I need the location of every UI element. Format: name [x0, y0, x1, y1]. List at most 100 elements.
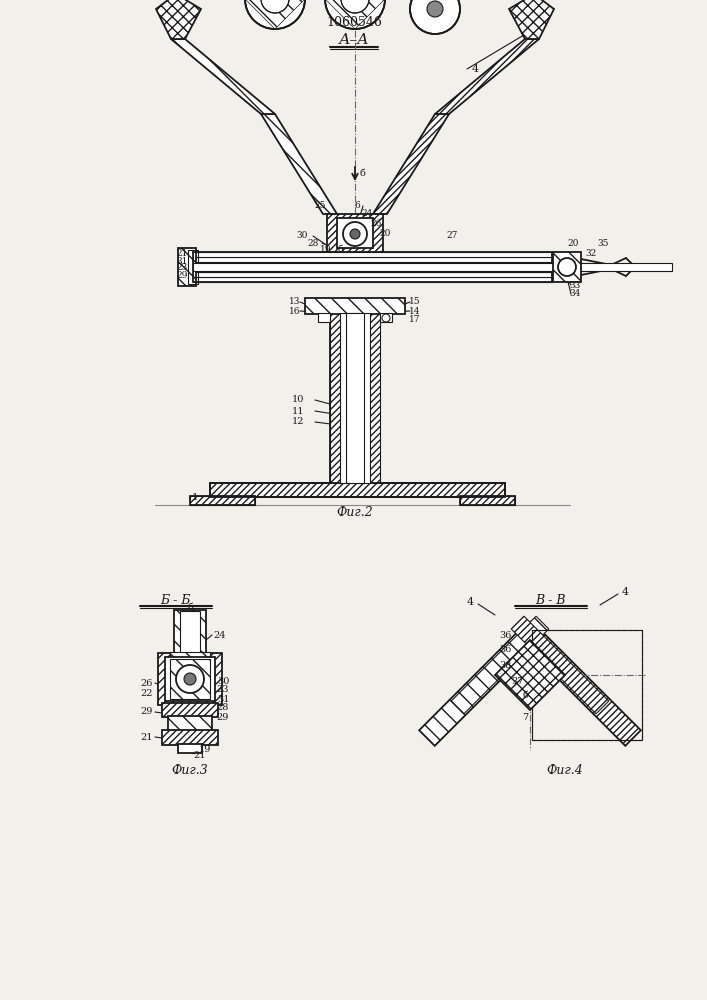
Text: 20: 20 [380, 230, 391, 238]
Text: б: б [522, 690, 528, 700]
Polygon shape [245, 0, 305, 29]
Bar [368, 313, 380, 483]
Circle shape [343, 222, 367, 246]
Bar [318, 313, 330, 322]
Circle shape [245, 0, 305, 29]
Bar [193, 277, 552, 282]
Polygon shape [220, 483, 330, 496]
Text: 19: 19 [199, 744, 211, 754]
Text: 13: 13 [289, 298, 300, 306]
Bar [340, 313, 370, 483]
Text: 29: 29 [217, 712, 229, 722]
Text: 26: 26 [370, 220, 382, 229]
Text: 15: 15 [409, 298, 421, 306]
Circle shape [184, 673, 196, 685]
Polygon shape [156, 0, 201, 39]
Circle shape [382, 314, 390, 322]
Bar [165, 657, 215, 701]
Text: 19: 19 [320, 244, 332, 253]
Polygon shape [435, 39, 539, 114]
Text: 12: 12 [292, 418, 304, 426]
Text: 10: 10 [292, 395, 304, 404]
Text: 4: 4 [472, 64, 479, 74]
Bar [193, 252, 552, 257]
Bar [190, 496, 255, 505]
Bar [210, 483, 505, 497]
Polygon shape [511, 616, 609, 714]
Polygon shape [519, 624, 641, 746]
Bar [190, 496, 255, 505]
Text: В - В: В - В [534, 593, 566, 606]
Bar [193, 257, 552, 262]
Bar [180, 611, 200, 653]
Text: 11: 11 [292, 406, 304, 416]
Text: 28: 28 [308, 238, 319, 247]
Text: Фиг.3: Фиг.3 [172, 764, 209, 776]
Text: Б - Б: Б - Б [160, 593, 190, 606]
Bar [178, 248, 196, 286]
Bar [178, 744, 202, 753]
Circle shape [558, 258, 576, 276]
Text: 7: 7 [522, 714, 528, 722]
Polygon shape [451, 616, 549, 714]
Bar [330, 313, 342, 483]
Text: 23: 23 [176, 263, 187, 272]
Circle shape [341, 0, 369, 13]
Polygon shape [495, 640, 565, 710]
Bar [346, 313, 364, 483]
Text: 33: 33 [569, 280, 580, 290]
Text: 31: 31 [176, 256, 187, 265]
Text: 32: 32 [585, 248, 597, 257]
Bar [174, 610, 206, 655]
Text: 4: 4 [467, 597, 474, 607]
Polygon shape [380, 483, 495, 496]
Text: 25: 25 [314, 202, 326, 211]
Text: б: б [337, 244, 343, 253]
Bar [532, 630, 642, 740]
Circle shape [176, 665, 204, 693]
Circle shape [427, 1, 443, 17]
Text: Фиг.2: Фиг.2 [337, 506, 373, 520]
Bar [158, 653, 222, 705]
Bar [162, 730, 218, 745]
Text: 31: 31 [217, 694, 229, 704]
Bar [193, 262, 552, 267]
Text: 6: 6 [354, 202, 360, 211]
Text: 24: 24 [214, 631, 226, 640]
Bar [168, 716, 212, 731]
Bar [337, 218, 373, 248]
Text: Фиг.4: Фиг.4 [547, 764, 583, 776]
Text: 35: 35 [597, 239, 609, 248]
Text: 21: 21 [141, 732, 153, 742]
Text: 26: 26 [141, 678, 153, 688]
Circle shape [410, 0, 460, 34]
Text: 23: 23 [217, 686, 229, 694]
Text: 22: 22 [141, 688, 153, 698]
Text: 29: 29 [141, 708, 153, 716]
Bar [193, 263, 672, 271]
Bar [380, 313, 392, 322]
Text: 21: 21 [194, 752, 206, 760]
Text: 1060546: 1060546 [326, 15, 382, 28]
Polygon shape [171, 39, 275, 114]
Bar [460, 496, 515, 505]
Text: 21: 21 [176, 249, 187, 258]
Text: б: б [187, 602, 193, 611]
Polygon shape [325, 0, 385, 29]
Bar [193, 267, 552, 272]
Text: 34: 34 [569, 290, 580, 298]
Bar [188, 250, 198, 284]
Text: 27: 27 [446, 232, 457, 240]
Text: б: б [359, 169, 365, 178]
Circle shape [350, 229, 360, 239]
Text: 36: 36 [499, 646, 511, 654]
Bar [193, 252, 552, 282]
Bar [327, 214, 383, 252]
Bar [193, 272, 552, 277]
Text: 29: 29 [176, 271, 187, 280]
Polygon shape [261, 114, 337, 214]
Text: 37: 37 [512, 678, 525, 686]
Bar [210, 483, 505, 497]
Bar [460, 496, 515, 505]
Text: 38: 38 [499, 660, 511, 670]
